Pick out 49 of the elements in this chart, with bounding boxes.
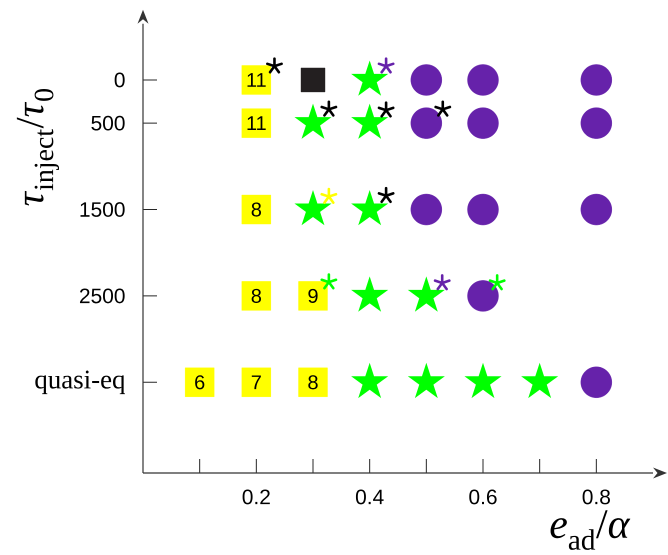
x-tick-label: 0.6: [469, 490, 497, 504]
annotation: 8: [252, 288, 262, 303]
y-tick-label: 1500: [80, 202, 125, 217]
x-axis-title: e$_{ad}$/α: [550, 510, 630, 550]
point: [410, 194, 442, 226]
point: [378, 186, 395, 204]
point: [300, 68, 326, 92]
y-tick-label: 2500: [80, 288, 125, 304]
point: [467, 64, 499, 96]
point: [320, 100, 338, 117]
point: [580, 64, 612, 96]
annotation: 11: [248, 116, 266, 130]
point: [294, 190, 332, 226]
x-tick-label: 0.8: [582, 490, 610, 504]
point: [351, 362, 388, 398]
point: [408, 362, 445, 398]
annotation: 6: [195, 375, 204, 390]
annotation: 9: [308, 288, 318, 303]
point: [320, 273, 338, 290]
point: [378, 101, 395, 118]
annotation: 11: [248, 73, 266, 87]
point: [580, 366, 612, 398]
point: [378, 57, 395, 74]
y-tick-label: quasi-eq: [35, 370, 126, 394]
y-axis-title: τ$_{inject}$/τ$_{0}$: [16, 88, 60, 206]
x-tick-label: 0.2: [242, 490, 270, 504]
point: [351, 190, 388, 226]
annotation: 7: [252, 375, 261, 390]
point: [351, 276, 388, 312]
point: [467, 107, 499, 139]
point: [408, 276, 445, 312]
x-tick-label: 0.4: [356, 490, 384, 504]
annotation: 8: [308, 375, 318, 390]
point: [410, 64, 442, 96]
point: [266, 57, 283, 74]
point: [488, 274, 506, 290]
y-tick-label: 0: [114, 72, 125, 88]
point: [580, 107, 612, 139]
point: [320, 188, 338, 204]
point: [467, 194, 499, 226]
point: [464, 362, 502, 398]
annotation: 8: [252, 202, 262, 217]
point: [467, 280, 499, 312]
point: [521, 362, 558, 398]
point: [434, 100, 452, 117]
point: [410, 107, 442, 139]
point: [434, 274, 451, 290]
y-tick-label: 500: [91, 116, 125, 131]
point: [580, 194, 612, 226]
